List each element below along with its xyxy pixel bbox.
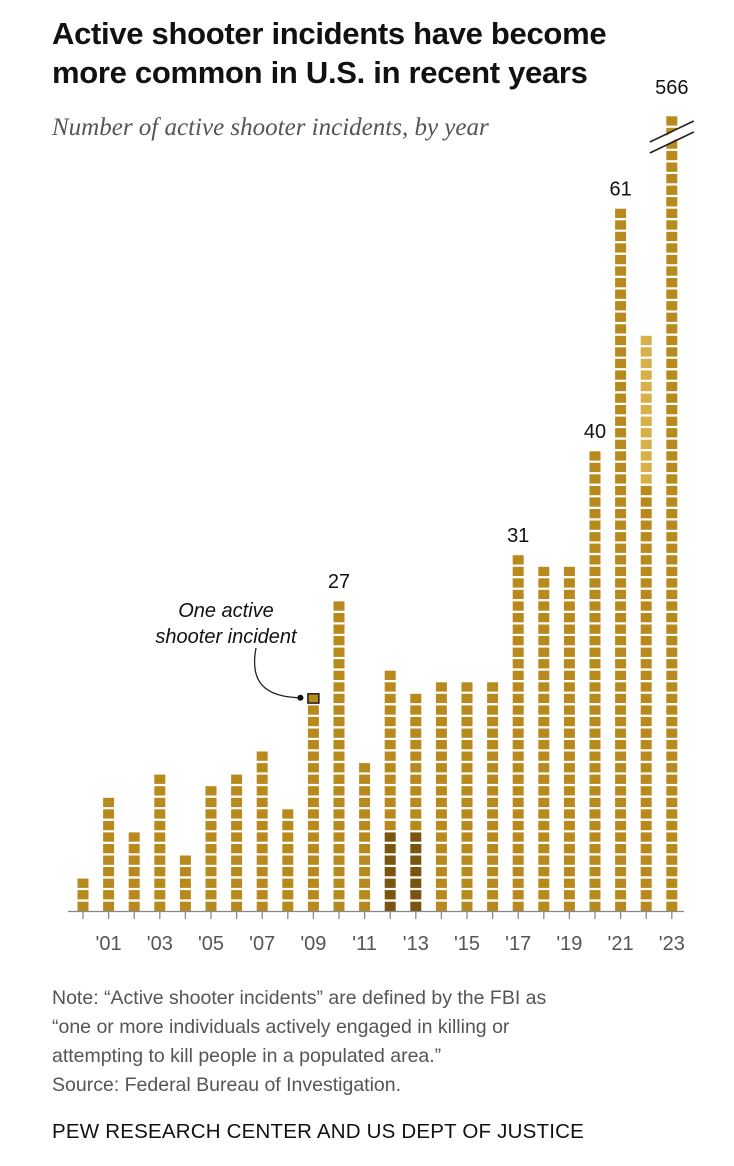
data-label-2020: 40 xyxy=(584,421,606,443)
x-tick-label: '23 xyxy=(659,933,685,955)
bar-2007 xyxy=(256,751,268,911)
x-tick-label: '17 xyxy=(505,933,531,955)
x-tick-label: '05 xyxy=(198,933,224,955)
legend-square xyxy=(307,693,320,704)
x-tick-label: '11 xyxy=(352,933,377,955)
chart-title-line: Active shooter incidents have become xyxy=(52,16,607,51)
footer-credit: PEW RESEARCH CENTER AND US DEPT OF JUSTI… xyxy=(52,1120,584,1143)
bar-2000 xyxy=(77,878,89,911)
bar-2003 xyxy=(154,774,166,911)
bar-2014 xyxy=(435,682,447,911)
bar-2005 xyxy=(205,786,217,911)
bar-2022 xyxy=(640,335,652,911)
note-line: attempting to kill people in a populated… xyxy=(52,1045,442,1067)
bar-2017 xyxy=(512,555,524,911)
annotation-text: shooter incident xyxy=(155,626,298,648)
bar-2002 xyxy=(128,832,140,911)
bar-2019 xyxy=(563,566,575,911)
x-tick-label: '03 xyxy=(147,933,173,955)
annotation-text: One active xyxy=(178,600,274,622)
x-tick-label: '15 xyxy=(454,933,480,955)
chart-note: Note: “Active shooter incidents” are def… xyxy=(52,984,692,1100)
bar-2004 xyxy=(179,855,191,911)
annotation-leader xyxy=(254,647,304,699)
data-label-2017: 31 xyxy=(507,525,529,547)
note-line: Note: “Active shooter incidents” are def… xyxy=(52,987,547,1009)
bar-2010 xyxy=(333,601,345,911)
bar-2006 xyxy=(231,774,243,911)
axis-break-marks xyxy=(649,120,695,154)
chart-subtitle: Number of active shooter incidents, by y… xyxy=(52,114,489,141)
bar-2018 xyxy=(538,566,550,911)
bar-2015 xyxy=(461,682,473,911)
bar-2013 xyxy=(410,693,422,911)
chart-title: Active shooter incidents have become mor… xyxy=(52,14,692,92)
bar-2020 xyxy=(589,451,601,911)
bar-2011 xyxy=(359,763,371,911)
note-line: “one or more individuals actively engage… xyxy=(52,1016,510,1038)
bar-2009 xyxy=(307,693,319,911)
bar-2001 xyxy=(103,797,115,911)
data-label-2023: 566 xyxy=(655,77,688,99)
chart-title-line: more common in U.S. in recent years xyxy=(52,55,588,90)
bar-2008 xyxy=(282,809,294,911)
x-tick-label: '07 xyxy=(249,933,275,955)
data-label-2021: 61 xyxy=(609,178,631,200)
source-line: Source: Federal Bureau of Investigation. xyxy=(52,1074,402,1096)
x-tick-label: '19 xyxy=(556,933,582,955)
x-tick-label: '01 xyxy=(96,933,122,955)
bar-chart: '01 '03 '05 '07 '09 '11 '13 '15 '17 '19 '21 '23 27 31… xyxy=(68,77,695,955)
bar-2016 xyxy=(487,682,499,911)
annotation-dot xyxy=(297,694,304,701)
x-tick-label: '09 xyxy=(300,933,326,955)
bar-2021 xyxy=(615,208,627,911)
x-tick-label: '21 xyxy=(608,933,634,955)
data-label-2010: 27 xyxy=(328,571,350,593)
bar-2012 xyxy=(384,670,396,911)
x-tick-label: '13 xyxy=(403,933,429,955)
bar-2023 xyxy=(666,116,678,911)
